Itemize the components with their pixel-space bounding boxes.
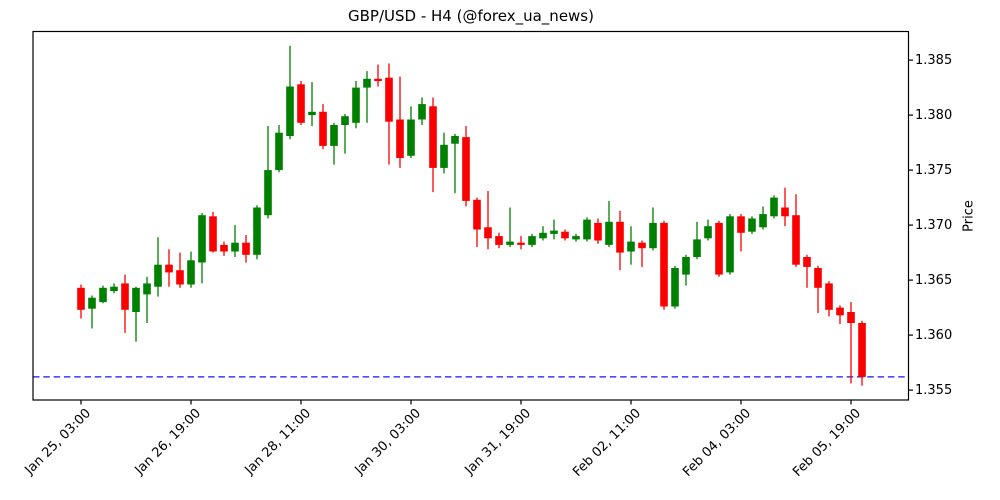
candle-body [352, 87, 360, 123]
candle-body [418, 104, 426, 120]
candle-body [638, 242, 646, 249]
candle-body [176, 270, 184, 285]
y-tick-label: 1.375 [915, 162, 953, 178]
candle-body [693, 239, 701, 257]
candle-body [165, 264, 173, 273]
candle-body [319, 111, 327, 146]
candle-body [341, 116, 349, 125]
y-tick-label: 1.370 [915, 217, 953, 233]
candle-body [517, 242, 525, 245]
candle-body [803, 257, 811, 267]
candle-body [484, 227, 492, 239]
candle-body [726, 216, 734, 273]
candle-body [572, 236, 580, 240]
candle-body [396, 119, 404, 158]
candle-body [121, 283, 129, 310]
candle-body [220, 244, 228, 252]
candle-body [561, 231, 569, 239]
candle-body [748, 218, 756, 232]
candle-body [671, 268, 679, 307]
candle-body [583, 219, 591, 240]
candle-body [660, 222, 668, 307]
candle-body [759, 214, 767, 228]
candle-body [781, 207, 789, 217]
candle-body [77, 287, 85, 310]
candle-body [539, 232, 547, 239]
candle-body [132, 287, 140, 312]
candle-body [858, 323, 866, 377]
candle-body [308, 111, 316, 116]
candle-body [451, 136, 459, 144]
candle-body [363, 78, 371, 88]
candle-body [407, 119, 415, 156]
candle-body [616, 221, 624, 253]
candle-body [374, 78, 382, 81]
candle-body [814, 268, 822, 288]
candle-body [231, 242, 239, 252]
candle-body [198, 215, 206, 263]
candle-body [704, 226, 712, 239]
candle-body [594, 222, 602, 241]
candle-body [737, 216, 745, 233]
candle-body [209, 216, 217, 252]
candle-body [297, 84, 305, 123]
candle-body [330, 125, 338, 146]
candle-body [506, 241, 514, 245]
y-axis-title: Price [961, 200, 977, 232]
y-tick-label: 1.355 [915, 382, 953, 398]
candle-body [110, 286, 118, 292]
candle-body [264, 170, 272, 216]
candle-body [154, 264, 162, 287]
y-tick-label: 1.380 [915, 107, 953, 123]
candle-body [88, 297, 96, 309]
candle-body [715, 222, 723, 275]
chart-title: GBP/USD - H4 (@forex_ua_news) [348, 7, 594, 25]
candle-body [770, 197, 778, 217]
candle-body [495, 236, 503, 245]
axes-border [32, 30, 910, 401]
candle-body [836, 307, 844, 316]
candle-body [649, 222, 657, 249]
candle-body [473, 199, 481, 230]
candle-body [143, 283, 151, 295]
y-tick-label: 1.360 [915, 327, 953, 343]
candle-body [825, 283, 833, 310]
y-tick-label: 1.365 [915, 272, 953, 288]
candle-body [440, 144, 448, 168]
candle-body [792, 215, 800, 265]
candle-body [528, 236, 536, 245]
y-tick-label: 1.385 [915, 52, 953, 68]
candle-body [242, 242, 250, 255]
candle-body [385, 77, 393, 122]
candle-body [682, 257, 690, 275]
candle-body [286, 86, 294, 136]
candle-body [253, 207, 261, 255]
candle-body [847, 312, 855, 323]
candle-body [627, 241, 635, 252]
candle-body [99, 287, 107, 303]
candle-body [605, 221, 613, 245]
candle-body [429, 106, 437, 168]
candle-body [187, 260, 195, 285]
candle-body [275, 132, 283, 171]
candle-body [550, 230, 558, 234]
candle-body [462, 137, 470, 201]
